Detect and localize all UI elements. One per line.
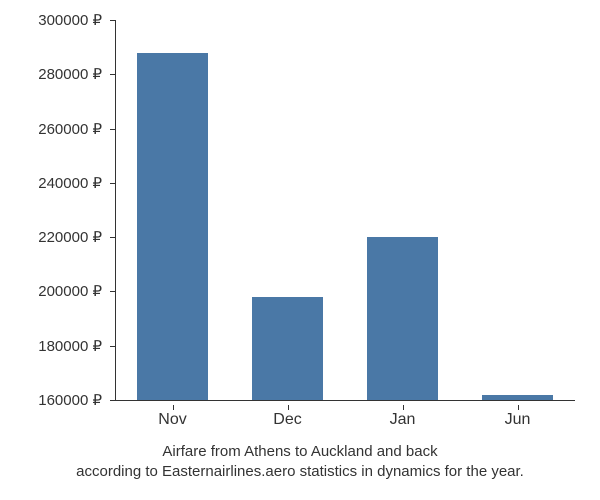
x-axis: Nov Dec Jan Jun [115,405,575,435]
y-axis: 160000 ₽180000 ₽200000 ₽220000 ₽240000 ₽… [10,20,110,400]
x-axis-line [115,400,575,401]
bar [367,237,438,400]
chart-caption: Airfare from Athens to Auckland and back… [10,442,590,483]
y-tick-label: 220000 ₽ [2,228,102,246]
x-tick-label: Jun [505,411,531,429]
x-tick-mark [403,405,404,410]
y-tick-label: 260000 ₽ [2,120,102,138]
y-tick-label: 280000 ₽ [2,65,102,83]
airfare-chart: 160000 ₽180000 ₽200000 ₽220000 ₽240000 ₽… [10,10,590,490]
y-tick-label: 200000 ₽ [2,282,102,300]
x-tick-mark [518,405,519,410]
y-tick-label: 300000 ₽ [2,11,102,29]
bar [482,395,553,400]
x-tick-label: Jan [390,411,416,429]
y-tick-label: 180000 ₽ [2,337,102,355]
x-tick-mark [288,405,289,410]
bar [252,297,323,400]
y-tick-label: 160000 ₽ [2,391,102,409]
y-tick-label: 240000 ₽ [2,174,102,192]
bar [137,53,208,400]
plot-area [115,20,575,400]
x-tick-label: Nov [158,411,186,429]
x-tick-label: Dec [273,411,301,429]
x-tick-mark [173,405,174,410]
caption-line2: according to Easternairlines.aero statis… [76,463,524,480]
caption-line1: Airfare from Athens to Auckland and back [162,443,437,460]
